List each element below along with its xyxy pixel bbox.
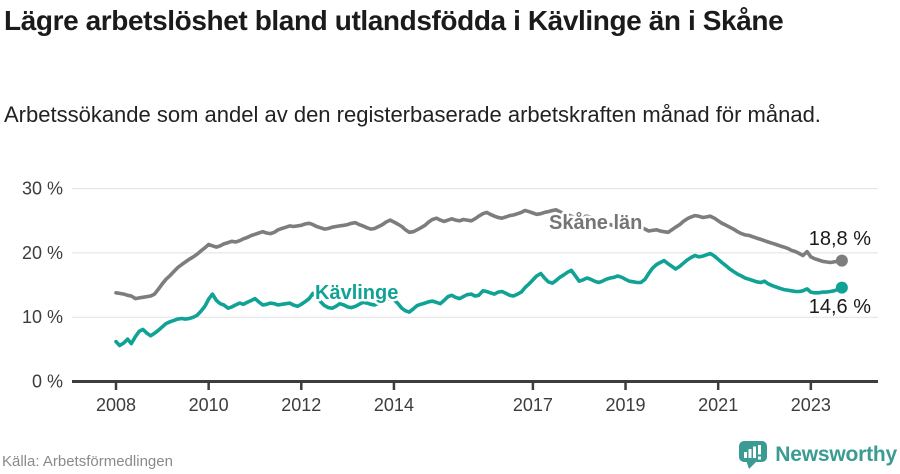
skane-end-dot	[835, 254, 848, 267]
kavlinge-line	[114, 251, 844, 348]
x-tick-label: 2019	[606, 395, 646, 415]
kavlinge-end-dot	[835, 281, 848, 294]
newsworthy-pin-icon	[739, 440, 768, 469]
newsworthy-logo: Newsworthy	[739, 438, 897, 472]
series-labels: Skåne län 18,8 % Kävlinge 14,6 %	[313, 209, 872, 319]
chart-title: Lägre arbetslöshet bland utlandsfödda i …	[4, 5, 784, 36]
x-tick-label: 2010	[189, 395, 229, 415]
y-tick-label: 20 %	[22, 243, 63, 263]
grid-lines	[72, 188, 878, 318]
x-tick-label: 2012	[281, 395, 321, 415]
x-tick-label: 2014	[374, 395, 414, 415]
series-lines	[114, 208, 848, 348]
x-tick-label: 2017	[513, 395, 553, 415]
y-axis-labels: 0 % 10 % 20 % 30 %	[22, 179, 63, 392]
y-tick-label: 0 %	[32, 372, 63, 392]
source-note: Källa: Arbetsförmedlingen	[2, 453, 173, 470]
x-tick-label: 2008	[96, 395, 136, 415]
skane-line	[114, 208, 844, 301]
y-tick-label: 30 %	[22, 179, 63, 199]
x-tick-label: 2023	[791, 395, 831, 415]
x-axis	[72, 380, 878, 390]
x-axis-labels: 2008 2010 2012 2014 2017 2019 2021 2023	[96, 395, 831, 415]
kavlinge-end-value: 14,6 %	[809, 296, 871, 318]
chart-subtitle: Arbetssökande som andel av den registerb…	[4, 102, 821, 127]
skane-end-value: 18,8 %	[809, 228, 871, 250]
y-tick-label: 10 %	[22, 307, 63, 327]
x-tick-label: 2021	[698, 395, 738, 415]
kavlinge-label: Kävlinge	[315, 282, 398, 304]
newsworthy-wordmark: Newsworthy	[775, 443, 897, 466]
skane-label: Skåne län	[549, 211, 642, 234]
